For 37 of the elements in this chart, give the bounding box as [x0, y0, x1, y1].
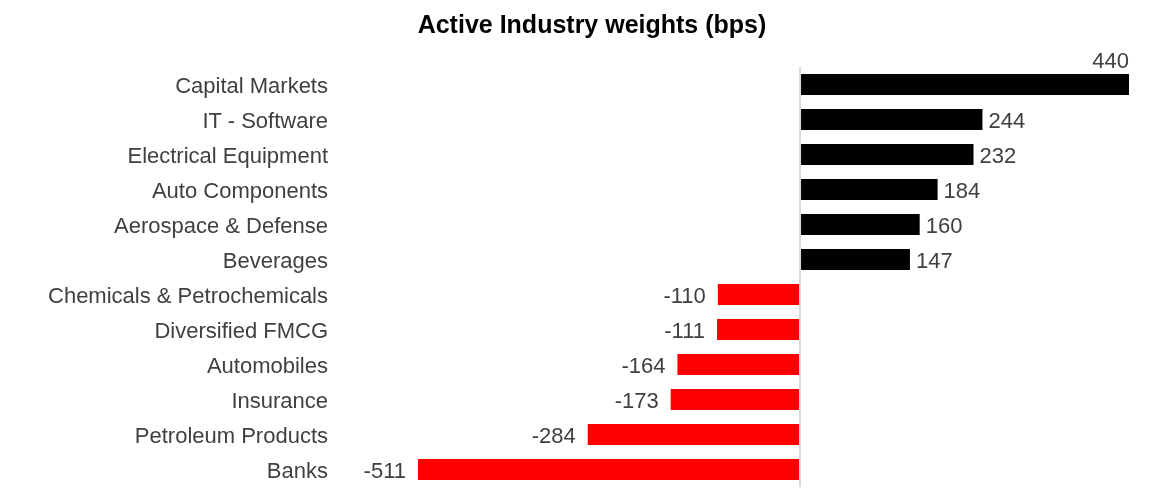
y-tick-label: Auto Components [151, 177, 328, 203]
bar [800, 74, 1129, 95]
data-label: -511 [363, 457, 406, 483]
y-tick-label: Beverages [222, 247, 328, 273]
bar [677, 354, 801, 375]
y-tick-label: Automobiles [206, 352, 328, 378]
bar [717, 284, 801, 305]
y-tick-label: IT - Software [202, 107, 328, 133]
data-label: 244 [988, 107, 1026, 133]
data-label: -164 [621, 352, 666, 378]
bar [717, 319, 801, 340]
y-tick-label: Electrical Equipment [127, 142, 328, 168]
bar [800, 179, 938, 200]
data-label: 184 [943, 177, 981, 203]
bar [800, 249, 910, 270]
bar [800, 144, 974, 165]
data-label: 232 [979, 142, 1017, 168]
y-tick-label: Capital Markets [175, 72, 328, 98]
bar [587, 424, 801, 445]
bar [670, 389, 801, 410]
data-label: 440 [1092, 48, 1129, 73]
data-label: -284 [531, 422, 576, 448]
y-tick-label: Diversified FMCG [154, 317, 328, 343]
bar [418, 459, 801, 480]
data-label: -173 [614, 387, 659, 413]
y-tick-label: Banks [266, 457, 328, 483]
bar [800, 214, 920, 235]
bar [800, 109, 983, 130]
data-label: -110 [663, 282, 706, 308]
data-label: 147 [915, 247, 953, 273]
y-tick-label: Aerospace & Defense [113, 212, 328, 238]
y-tick-label: Petroleum Products [134, 422, 328, 448]
data-label: -111 [664, 317, 706, 343]
y-tick-label: Insurance [231, 387, 328, 413]
y-tick-label: Chemicals & Petrochemicals [48, 282, 328, 308]
data-label: 160 [925, 212, 963, 238]
chart-title: Active Industry weights (bps) [417, 10, 767, 38]
